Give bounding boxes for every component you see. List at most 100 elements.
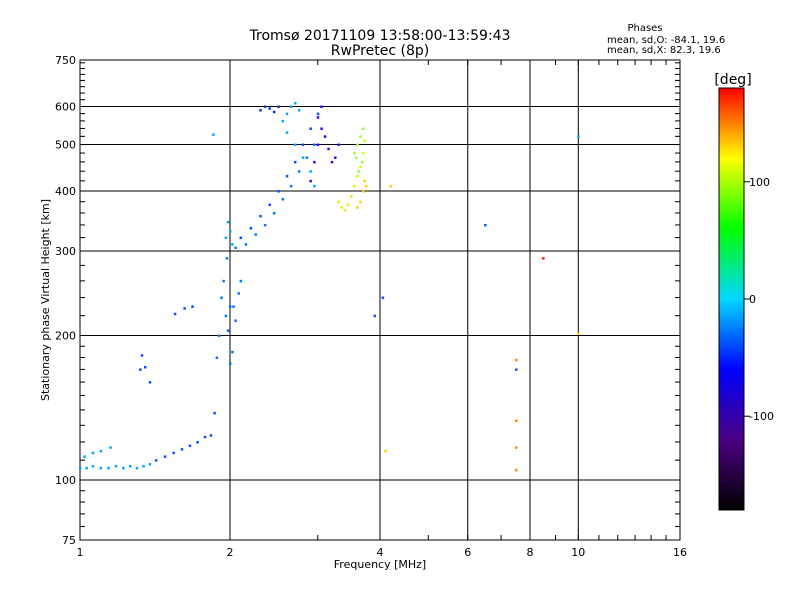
data-point bbox=[293, 143, 297, 147]
data-point bbox=[293, 160, 297, 164]
axis-ticks bbox=[79, 60, 680, 540]
data-point bbox=[577, 332, 580, 335]
data-point bbox=[263, 105, 267, 109]
data-point bbox=[285, 112, 289, 116]
data-point bbox=[209, 434, 213, 437]
x-tick-label: 6 bbox=[464, 546, 471, 559]
data-point bbox=[232, 305, 235, 308]
data-point bbox=[217, 334, 221, 338]
data-point bbox=[309, 179, 312, 183]
colorbar-tick-label: 100 bbox=[749, 176, 770, 189]
data-point bbox=[316, 143, 320, 147]
data-point bbox=[353, 152, 356, 155]
data-point bbox=[285, 174, 289, 178]
data-point bbox=[122, 466, 125, 470]
data-point bbox=[320, 105, 323, 109]
x-tick-label: 4 bbox=[377, 546, 384, 559]
data-point bbox=[362, 190, 365, 193]
y-tick-label: 400 bbox=[55, 185, 76, 198]
data-point bbox=[327, 147, 330, 151]
grid bbox=[80, 60, 680, 540]
data-point bbox=[356, 143, 359, 147]
data-point bbox=[359, 200, 362, 204]
data-point bbox=[237, 292, 240, 295]
y-axis-label: Stationary phase Virtual Height [km] bbox=[39, 199, 52, 401]
y-tick-label: 300 bbox=[55, 245, 76, 258]
data-point bbox=[577, 135, 580, 138]
data-point bbox=[337, 143, 340, 147]
data-point bbox=[259, 214, 262, 218]
y-tick-label: 100 bbox=[55, 474, 76, 487]
data-point bbox=[360, 160, 364, 164]
data-point bbox=[213, 411, 216, 415]
data-point bbox=[224, 236, 228, 240]
data-point bbox=[148, 381, 152, 384]
data-point bbox=[542, 257, 545, 260]
data-point bbox=[85, 466, 88, 470]
data-point bbox=[330, 160, 334, 164]
data-point bbox=[281, 119, 285, 123]
data-point bbox=[353, 184, 356, 188]
colorbar-tick-label: -100 bbox=[749, 410, 774, 423]
data-point bbox=[239, 279, 243, 283]
data-point bbox=[515, 446, 518, 449]
data-point bbox=[79, 466, 82, 470]
data-point bbox=[289, 105, 293, 109]
data-point bbox=[172, 451, 175, 455]
chart-title: Tromsø 20171109 13:58:00-13:59:43 bbox=[249, 28, 511, 44]
data-point bbox=[277, 105, 280, 109]
data-point bbox=[293, 102, 297, 105]
data-point bbox=[337, 200, 340, 204]
data-point bbox=[225, 257, 229, 260]
data-point bbox=[365, 184, 368, 188]
data-point bbox=[135, 466, 139, 470]
data-point bbox=[249, 227, 253, 230]
data-point bbox=[114, 464, 118, 468]
data-point bbox=[180, 448, 184, 451]
data-point bbox=[515, 468, 518, 472]
data-point bbox=[139, 368, 142, 371]
data-point bbox=[231, 350, 234, 354]
chart-subtitle: RwPretec (8p) bbox=[331, 43, 429, 59]
data-point bbox=[148, 462, 152, 466]
data-point bbox=[229, 305, 232, 308]
data-point bbox=[140, 354, 144, 357]
colorbar bbox=[718, 87, 745, 511]
y-tick-label: 200 bbox=[55, 330, 76, 343]
phases-title: Phases bbox=[627, 23, 662, 34]
data-point bbox=[231, 243, 234, 246]
data-point bbox=[188, 444, 192, 448]
data-point bbox=[362, 152, 365, 155]
data-point bbox=[234, 319, 237, 322]
data-point bbox=[359, 165, 362, 168]
data-point bbox=[313, 160, 316, 164]
data-point bbox=[309, 127, 312, 130]
data-point bbox=[357, 170, 360, 173]
x-tick-label: 2 bbox=[227, 546, 234, 559]
data-point bbox=[272, 110, 276, 114]
data-point bbox=[142, 464, 145, 468]
data-point bbox=[515, 358, 518, 362]
data-point bbox=[515, 419, 518, 423]
x-tick-label: 8 bbox=[527, 546, 534, 559]
data-point bbox=[83, 455, 86, 458]
data-point bbox=[234, 246, 237, 250]
data-point bbox=[356, 174, 359, 178]
data-point bbox=[215, 356, 219, 359]
data-point bbox=[239, 236, 243, 240]
data-point bbox=[268, 107, 271, 110]
data-point bbox=[334, 156, 337, 159]
data-point bbox=[346, 203, 350, 206]
data-point bbox=[224, 314, 228, 318]
data-point bbox=[191, 305, 194, 308]
data-point bbox=[226, 220, 230, 224]
data-points bbox=[79, 102, 580, 472]
data-point bbox=[373, 314, 377, 318]
colorbar-label: [deg] bbox=[714, 72, 751, 88]
y-tick-label: 500 bbox=[55, 139, 76, 152]
data-point bbox=[281, 198, 285, 201]
data-point bbox=[362, 127, 365, 130]
data-point bbox=[313, 184, 316, 188]
data-point bbox=[254, 233, 257, 236]
